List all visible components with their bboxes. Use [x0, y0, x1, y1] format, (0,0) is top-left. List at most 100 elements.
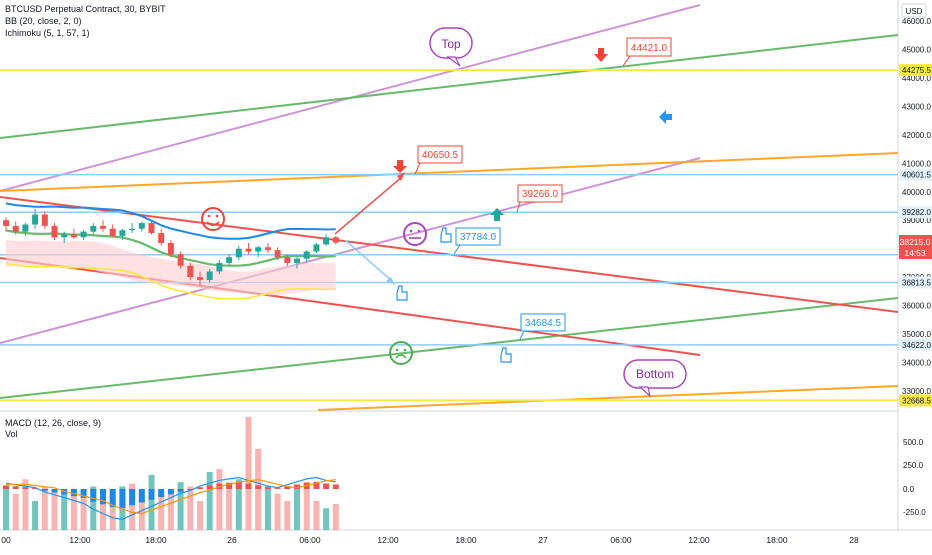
price-tick-label: 35000.0	[902, 330, 931, 339]
price-box-34684[interactable]: 34684.5	[519, 313, 566, 340]
volume-bar	[109, 489, 116, 530]
ichimoku-legend[interactable]: Ichimoku (5, 1, 57, 1)	[5, 28, 90, 38]
green-trendline-upper[interactable]	[0, 34, 899, 139]
volume-bar	[187, 486, 194, 530]
neutral-face-icon[interactable]	[403, 222, 427, 246]
candle-body	[100, 225, 106, 229]
red-down-arrow-icon[interactable]	[594, 48, 608, 62]
time-tick-label: 18:00	[766, 535, 788, 545]
currency-button[interactable]: USD	[901, 3, 927, 18]
time-tick-label: 27	[538, 535, 548, 545]
volume-bar	[206, 472, 213, 530]
level-tag-label: 36813.5	[902, 278, 931, 287]
candle-body	[294, 258, 300, 263]
price-box-37784[interactable]: 37784.0	[453, 227, 501, 255]
candles	[3, 208, 339, 286]
macd-histogram-bar	[80, 489, 87, 498]
green-trendline-lower[interactable]	[0, 297, 899, 399]
time-tick-label: 18:00	[455, 535, 477, 545]
price-box-40650-label: 40650.5	[422, 150, 459, 161]
time-tick-label: 12:00	[377, 535, 399, 545]
candle-body	[167, 243, 174, 255]
candle-body	[177, 254, 184, 266]
candle-body	[32, 214, 39, 225]
macd-histogram-bar	[51, 489, 58, 493]
volume-bar	[61, 492, 68, 530]
orange-trendline-lower[interactable]	[317, 385, 899, 411]
level-tag-label: 44275.5	[902, 66, 931, 75]
red-down-arrow-icon-2[interactable]	[393, 160, 407, 173]
pointer-hand-icon-3[interactable]	[500, 347, 512, 363]
volume-bar	[294, 486, 300, 530]
macd-line	[5, 476, 336, 520]
pointer-hand-icon-2[interactable]	[440, 227, 452, 243]
volume-bar	[41, 486, 48, 530]
time-tick-label: 12:00	[69, 535, 91, 545]
symbol-legend[interactable]: BTCUSD Perpetual Contract, 30, BYBIT	[5, 4, 166, 14]
macd-histogram-bar	[332, 484, 339, 489]
time-tick-label: 00	[1, 535, 11, 545]
level-tag-bg	[899, 168, 932, 181]
macd-histogram-bar	[167, 489, 174, 495]
level-tag-label: 40601.5	[902, 171, 931, 180]
top-callout[interactable]: Top	[429, 27, 473, 67]
time-axis[interactable]: 00 12:00 18:00 26 06:00 12:00 18:00 27 06:00 12:0…	[1, 535, 859, 545]
volume-bar	[226, 489, 233, 530]
macd-histogram-bar	[148, 489, 155, 500]
time-tick-label: 12:00	[688, 535, 710, 545]
candle-body	[187, 265, 194, 278]
macd-axis[interactable]: 500.0 250.0 0.0 -250.0	[903, 438, 926, 517]
volume-bar	[264, 486, 271, 530]
candle-body	[274, 250, 281, 258]
volume-bar	[216, 469, 223, 530]
time-tick-label: 06:00	[610, 535, 632, 545]
volume-bar	[22, 479, 29, 530]
candle-body	[216, 262, 223, 272]
surprised-face-icon[interactable]	[389, 341, 413, 365]
macd-legend[interactable]: MACD (12, 26, close, 9)	[5, 418, 101, 428]
macd-tick-label: 500.0	[903, 438, 924, 447]
price-box-39266[interactable]: 39266.0	[516, 184, 563, 213]
smiley-face-icon[interactable]	[201, 207, 225, 231]
current-price-tag: 38215.0 14:53	[899, 235, 932, 259]
violet-trendline-lower[interactable]	[0, 157, 701, 344]
time-tick-label: 06:00	[299, 535, 321, 545]
candle-body	[303, 251, 310, 259]
forecast-arrow-up[interactable]	[334, 175, 404, 235]
volume-bar	[90, 486, 97, 530]
teal-up-arrow-icon[interactable]	[490, 208, 504, 221]
macd-histogram-bar	[284, 486, 291, 489]
forecast-arrow-down[interactable]	[344, 239, 393, 282]
candle-body	[90, 225, 97, 232]
forecast-arrowhead-down	[386, 277, 395, 285]
candle-body	[284, 257, 291, 263]
candle-body	[70, 234, 77, 238]
macd-histogram-bar	[109, 489, 116, 507]
price-box-44421[interactable]: 44421.0	[622, 37, 672, 67]
volume-bar	[3, 486, 9, 530]
candle-body	[235, 248, 242, 258]
orange-trendline-upper[interactable]	[0, 152, 899, 192]
candle-body	[197, 277, 203, 280]
bottom-callout[interactable]: Bottom	[623, 359, 687, 398]
volume-bar	[177, 482, 184, 530]
price-tick-label: 45000.0	[902, 45, 931, 54]
bb-legend[interactable]: BB (20, close, 2, 0)	[5, 16, 82, 26]
candle-body	[3, 220, 9, 226]
volume-bar	[32, 501, 39, 530]
price-box-40650[interactable]: 40650.5	[414, 145, 463, 175]
level-tag-bg	[899, 394, 932, 407]
pointer-hand-icon-1[interactable]	[396, 285, 408, 301]
candle-body	[313, 244, 320, 252]
volume-bar	[332, 503, 339, 530]
current-price-label: 38215.0	[900, 237, 931, 247]
macd-histogram-bar	[245, 483, 252, 489]
price-box-34684-label: 34684.5	[525, 318, 562, 329]
candle-body	[129, 228, 136, 231]
blue-left-arrow-icon[interactable]	[659, 110, 672, 124]
macd-histogram-bar	[3, 485, 9, 489]
vol-legend[interactable]: Vol	[5, 429, 18, 439]
volume-bar	[70, 495, 77, 530]
